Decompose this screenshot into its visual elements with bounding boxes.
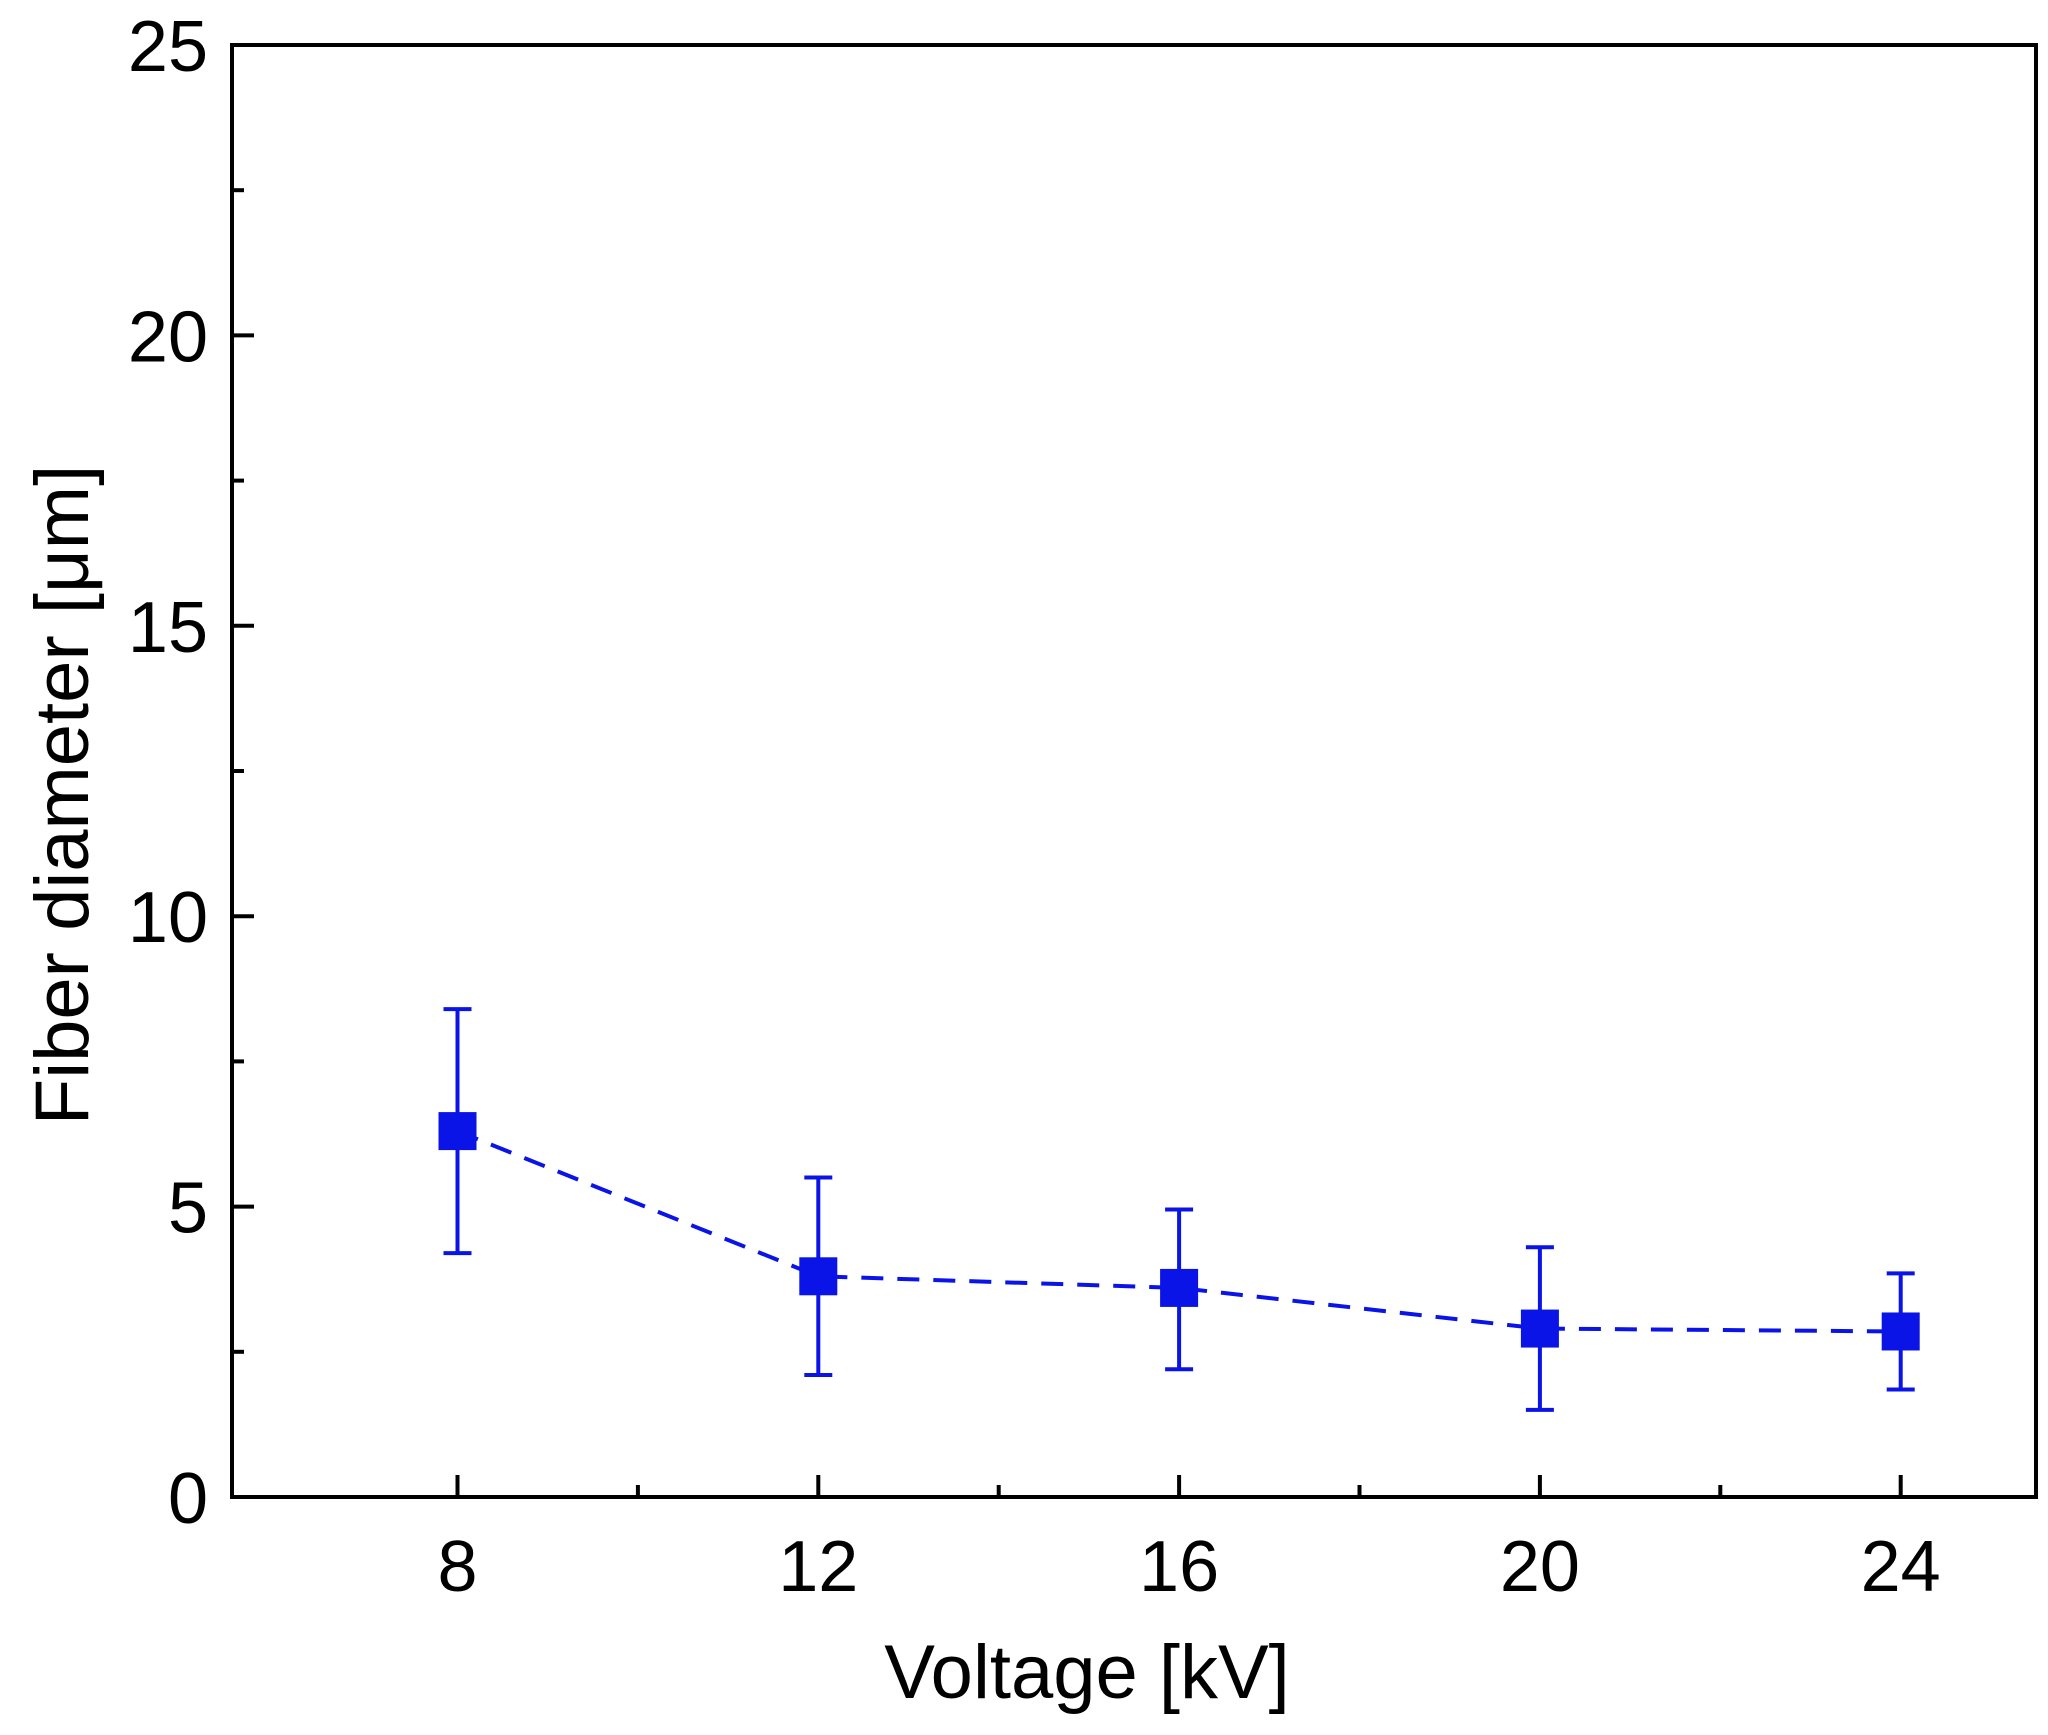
y-tick-label: 25 xyxy=(128,7,208,87)
series-line xyxy=(456,1129,1901,1334)
plot-frame xyxy=(230,43,2038,1499)
x-tick-label: 12 xyxy=(778,1527,858,1607)
x-tick-label: 20 xyxy=(1500,1527,1580,1607)
plot-area xyxy=(438,1007,1920,1412)
data-point xyxy=(1160,1268,1199,1307)
y-tick-label: 5 xyxy=(168,1169,208,1249)
x-tick-label: 16 xyxy=(1139,1527,1219,1607)
axes xyxy=(230,43,2038,1499)
data-point xyxy=(1520,1309,1559,1348)
y-axis: 0 5 10 15 20 25 xyxy=(128,7,254,1539)
y-tick-label: 20 xyxy=(128,297,208,377)
data-point xyxy=(1881,1312,1920,1351)
x-tick-label: 8 xyxy=(437,1527,477,1607)
x-axis-title: Voltage [kV] xyxy=(884,1630,1290,1715)
y-tick-label: 0 xyxy=(168,1459,208,1539)
x-tick-label: 24 xyxy=(1861,1527,1941,1607)
y-tick-label: 10 xyxy=(128,878,208,958)
x-axis: 8 12 16 20 24 xyxy=(437,1475,1941,1607)
y-axis-title: Fiber diameter [μm] xyxy=(20,465,105,1125)
data-point xyxy=(438,1112,477,1151)
data-point xyxy=(799,1257,838,1296)
y-tick-label: 15 xyxy=(128,588,208,668)
